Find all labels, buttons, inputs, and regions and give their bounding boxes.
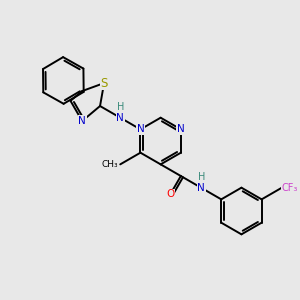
Text: H: H bbox=[198, 172, 206, 182]
Text: CH₃: CH₃ bbox=[101, 160, 118, 169]
Text: N: N bbox=[116, 113, 124, 123]
Text: H: H bbox=[117, 102, 125, 112]
Text: N: N bbox=[177, 124, 185, 134]
Text: S: S bbox=[100, 76, 108, 90]
Text: N: N bbox=[197, 183, 205, 193]
Text: N: N bbox=[78, 116, 86, 126]
Text: O: O bbox=[166, 189, 175, 199]
Text: N: N bbox=[136, 124, 144, 134]
Text: CF₃: CF₃ bbox=[282, 183, 298, 193]
